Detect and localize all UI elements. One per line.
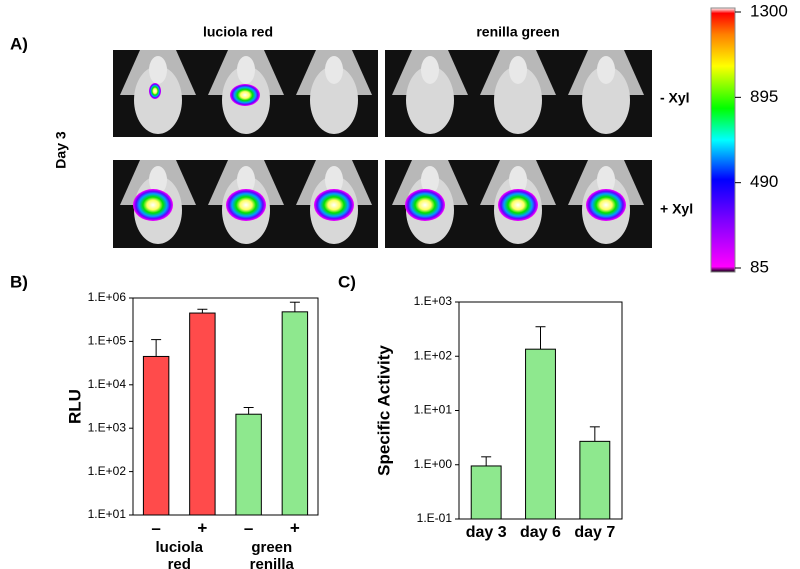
mouse-head — [421, 56, 439, 84]
panel-label: A) — [10, 34, 28, 53]
mouse-body — [494, 66, 542, 134]
mouse-head — [597, 166, 615, 194]
mouse-head — [325, 166, 343, 194]
signal — [226, 189, 266, 221]
column-label: luciola red — [203, 24, 273, 40]
mouse-head — [509, 166, 527, 194]
y-tick-label: 1.E+05 — [88, 334, 127, 348]
y-axis-label: RLU — [65, 389, 84, 424]
colorbar-tick-label: 1300 — [750, 1, 788, 20]
x-tick-label: day 7 — [574, 524, 615, 541]
mouse-head — [149, 166, 167, 194]
group-label: renilla — [250, 556, 295, 569]
y-axis-label: Specific Activity — [374, 345, 393, 476]
mouse-head — [237, 166, 255, 194]
x-tick-label: + — [290, 518, 300, 537]
x-tick-label: – — [151, 518, 160, 537]
y-tick-label: 1.E+00 — [414, 457, 453, 471]
signal — [498, 189, 538, 221]
y-tick-label: 1.E+04 — [88, 377, 127, 391]
bar — [525, 348, 556, 520]
signal — [230, 84, 260, 106]
mouse-head — [237, 56, 255, 84]
bar — [281, 311, 309, 516]
mouse-body — [406, 66, 454, 134]
column-label: renilla green — [476, 24, 559, 40]
bar — [142, 355, 170, 516]
bar — [189, 312, 216, 516]
plot-frame — [132, 297, 319, 516]
mouse-images — [113, 50, 652, 248]
mouse-head — [509, 56, 527, 84]
mouse-head — [149, 56, 167, 84]
group-label: red — [168, 556, 191, 569]
panel-label: C) — [338, 272, 356, 291]
mouse-body — [582, 66, 630, 134]
y-tick-label: 1.E+02 — [414, 348, 453, 362]
group-label: luciola — [155, 539, 203, 556]
row-label: + Xyl — [660, 201, 693, 217]
mouse-head — [325, 56, 343, 84]
colorbar-tick-label: 490 — [750, 172, 778, 191]
bar — [470, 465, 502, 520]
y-tick-label: 1.E+01 — [88, 507, 127, 521]
signal — [586, 189, 626, 221]
y-tick-label: 1.E+01 — [414, 403, 453, 417]
y-tick-label: 1.E+06 — [88, 290, 127, 304]
signal — [133, 189, 173, 221]
mouse-head — [597, 56, 615, 84]
bar — [579, 440, 611, 520]
panel-label: B) — [10, 272, 28, 291]
colorbar-tick-label: 895 — [750, 87, 778, 106]
y-tick-label: 1.E-01 — [417, 511, 453, 525]
colorbar-tick-label: 85 — [750, 257, 769, 276]
x-tick-label: – — [244, 518, 253, 537]
y-tick-label: 1.E+03 — [88, 420, 127, 434]
signal — [149, 83, 161, 99]
signal — [405, 189, 445, 221]
mouse-head — [421, 166, 439, 194]
colorbar — [710, 7, 736, 273]
x-tick-label: day 3 — [466, 524, 507, 541]
row-label: - Xyl — [660, 90, 690, 106]
x-tick-label: day 6 — [520, 524, 561, 541]
mouse-body — [134, 66, 182, 134]
side-label: Day 3 — [53, 131, 69, 169]
y-tick-label: 1.E+02 — [88, 464, 127, 478]
bar — [235, 413, 262, 516]
group-label: green — [251, 539, 292, 556]
signal — [314, 189, 354, 221]
mouse-body — [310, 66, 358, 134]
y-tick-label: 1.E+03 — [414, 294, 453, 308]
x-tick-label: + — [197, 518, 207, 537]
